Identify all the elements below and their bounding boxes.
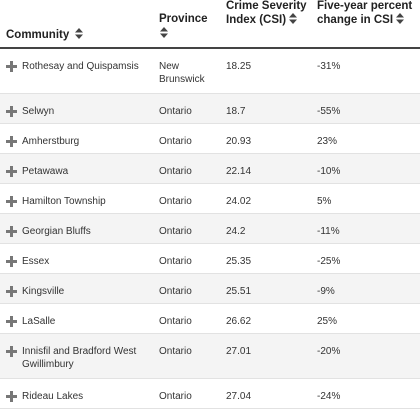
change-cell: -55% <box>317 106 341 117</box>
table-row: Petawawa Ontario 22.14 -10% <box>0 154 420 184</box>
community-name: LaSalle <box>22 316 56 327</box>
column-header-csi[interactable]: Crime Severity Index (CSI) <box>226 0 310 27</box>
community-cell: Kingsville <box>6 285 152 298</box>
expand-plus-icon[interactable] <box>6 316 17 327</box>
community-name: Georgian Bluffs <box>22 226 91 237</box>
table-body: Rothesay and Quispamsis New Brunswick 18… <box>0 49 420 409</box>
province-cell: Ontario <box>159 346 192 357</box>
change-cell: -20% <box>317 346 341 357</box>
community-name: Selwyn <box>22 106 55 117</box>
community-name: Amherstburg <box>22 136 80 147</box>
province-cell: Ontario <box>159 196 192 207</box>
community-cell: Essex <box>6 255 152 268</box>
community-cell: Amherstburg <box>6 135 152 148</box>
table-row: Rideau Lakes Ontario 27.04 -24% <box>0 379 420 409</box>
province-cell: Ontario <box>159 136 192 147</box>
change-cell: -11% <box>317 226 340 237</box>
column-header-province[interactable]: Province <box>159 12 219 38</box>
expand-plus-icon[interactable] <box>6 346 17 357</box>
community-cell: Georgian Bluffs <box>6 225 152 238</box>
csi-cell: 24.2 <box>226 226 246 237</box>
change-cell: 23% <box>317 136 338 147</box>
table-row: Amherstburg Ontario 20.93 23% <box>0 124 420 154</box>
table-row: Selwyn Ontario 18.7 -55% <box>0 94 420 124</box>
community-cell: Petawawa <box>6 165 152 178</box>
community-cell: Rothesay and Quispamsis <box>6 60 152 73</box>
column-header-change[interactable]: Five-year percent change in CSI <box>317 0 417 27</box>
change-cell: -10% <box>317 166 341 177</box>
community-name: Rothesay and Quispamsis <box>22 61 139 72</box>
csi-cell: 18.25 <box>226 61 252 72</box>
community-name: Rideau Lakes <box>22 391 84 402</box>
change-cell: -31% <box>317 61 341 72</box>
expand-plus-icon[interactable] <box>6 391 17 402</box>
sort-icon[interactable] <box>289 13 298 24</box>
community-cell: Innisfil and Bradford West Gwillimbury <box>6 345 152 371</box>
sort-icon[interactable] <box>75 28 84 39</box>
community-cell: Selwyn <box>6 105 152 118</box>
province-cell: Ontario <box>159 166 192 177</box>
expand-plus-icon[interactable] <box>6 166 17 177</box>
csi-cell: 20.93 <box>226 136 252 147</box>
csi-cell: 25.35 <box>226 256 252 267</box>
change-cell: -24% <box>317 391 341 402</box>
province-cell: Ontario <box>159 316 192 327</box>
province-cell: Ontario <box>159 106 192 117</box>
community-name: Innisfil and Bradford West Gwillimbury <box>22 346 137 370</box>
table-row: Georgian Bluffs Ontario 24.2 -11% <box>0 214 420 244</box>
column-header-label: Crime Severity Index (CSI) <box>226 0 307 26</box>
community-cell: LaSalle <box>6 315 152 328</box>
sort-icon[interactable] <box>160 27 168 38</box>
community-name: Hamilton Township <box>22 196 106 207</box>
column-header-community[interactable]: Community <box>6 28 84 42</box>
community-cell: Hamilton Township <box>6 195 152 208</box>
community-cell: Rideau Lakes <box>6 390 152 403</box>
table-row: LaSalle Ontario 26.62 25% <box>0 304 420 334</box>
csi-cell: 27.01 <box>226 346 252 357</box>
expand-plus-icon[interactable] <box>6 196 17 207</box>
province-cell: New Brunswick <box>159 61 205 85</box>
expand-plus-icon[interactable] <box>6 256 17 267</box>
province-cell: Ontario <box>159 256 192 267</box>
change-cell: -9% <box>317 286 335 297</box>
community-name: Kingsville <box>22 286 65 297</box>
province-cell: Ontario <box>159 286 192 297</box>
table-row: Kingsville Ontario 25.51 -9% <box>0 274 420 304</box>
community-name: Petawawa <box>22 166 69 177</box>
csi-cell: 24.02 <box>226 196 252 207</box>
column-header-label: Five-year percent change in CSI <box>317 0 413 26</box>
province-cell: Ontario <box>159 226 192 237</box>
csi-cell: 25.51 <box>226 286 252 297</box>
table-header: Community Province Crime Severity Index … <box>0 0 420 49</box>
expand-plus-icon[interactable] <box>6 61 17 72</box>
csi-cell: 27.04 <box>226 391 252 402</box>
column-header-label: Province <box>159 13 208 25</box>
change-cell: 5% <box>317 196 332 207</box>
change-cell: 25% <box>317 316 338 327</box>
province-cell: Ontario <box>159 391 192 402</box>
table-row: Innisfil and Bradford West Gwillimbury O… <box>0 334 420 379</box>
csi-cell: 18.7 <box>226 106 246 117</box>
table-row: Rothesay and Quispamsis New Brunswick 18… <box>0 49 420 94</box>
change-cell: -25% <box>317 256 341 267</box>
expand-plus-icon[interactable] <box>6 136 17 147</box>
table-row: Hamilton Township Ontario 24.02 5% <box>0 184 420 214</box>
expand-plus-icon[interactable] <box>6 106 17 117</box>
expand-plus-icon[interactable] <box>6 286 17 297</box>
csi-cell: 26.62 <box>226 316 252 327</box>
community-name: Essex <box>22 256 50 267</box>
expand-plus-icon[interactable] <box>6 226 17 237</box>
sort-icon[interactable] <box>396 13 405 24</box>
csi-cell: 22.14 <box>226 166 252 177</box>
column-header-label: Community <box>6 29 70 41</box>
table-row: Essex Ontario 25.35 -25% <box>0 244 420 274</box>
